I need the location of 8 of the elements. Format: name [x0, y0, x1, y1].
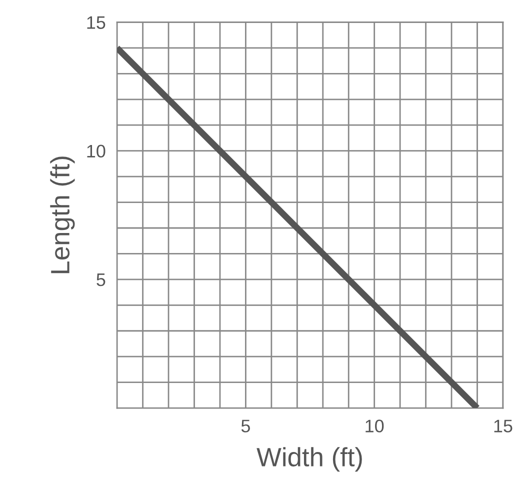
x-tick-label: 15 — [494, 420, 512, 432]
x-tick-label: 5 — [241, 420, 250, 432]
y-tick-label: 10 — [87, 144, 106, 158]
x-tick-label: 10 — [366, 420, 384, 432]
y-tick-label: 15 — [87, 16, 106, 29]
y-axis-title: Length (ft) — [50, 156, 75, 274]
x-axis-title: Width (ft) — [256, 447, 362, 472]
y-tick-label: 5 — [96, 274, 106, 286]
